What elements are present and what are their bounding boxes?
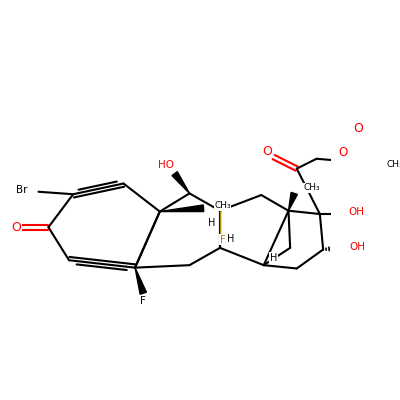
Text: O: O: [353, 122, 363, 135]
Polygon shape: [288, 192, 298, 211]
Polygon shape: [172, 172, 190, 193]
Text: H: H: [208, 218, 216, 228]
Text: CH₃: CH₃: [303, 183, 320, 192]
Text: CH₃: CH₃: [214, 201, 231, 210]
Text: Br: Br: [16, 185, 28, 195]
Text: CH₃: CH₃: [387, 160, 400, 169]
Text: O: O: [11, 221, 21, 234]
Text: F: F: [140, 296, 146, 306]
Text: OH: OH: [350, 242, 366, 252]
Text: OH: OH: [348, 207, 364, 217]
Text: HO: HO: [158, 160, 174, 170]
Text: H: H: [270, 253, 277, 263]
Text: H: H: [227, 234, 234, 244]
Text: O: O: [262, 145, 272, 158]
Text: F: F: [220, 235, 226, 245]
Polygon shape: [135, 268, 146, 294]
Text: O: O: [338, 146, 347, 160]
Polygon shape: [160, 205, 204, 212]
